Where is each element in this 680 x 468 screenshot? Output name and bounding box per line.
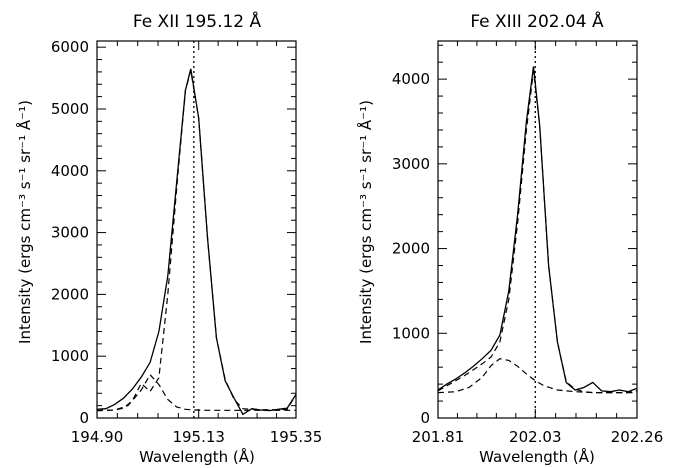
x-tick-label: 201.81	[412, 428, 465, 446]
series-line-1	[96, 68, 297, 416]
y-tick-label: 1000	[51, 347, 89, 365]
y-tick-label: 3000	[392, 155, 430, 173]
x-axis-label: Wavelength (Å)	[139, 447, 255, 466]
x-tick-label: 202.03	[509, 428, 562, 446]
y-tick-label: 0	[79, 409, 89, 427]
x-axis-label: Wavelength (Å)	[479, 447, 595, 466]
y-tick-label: 0	[420, 409, 430, 427]
series-line-2	[437, 70, 638, 394]
x-tick-label: 195.13	[172, 428, 225, 446]
y-axis-label: Intensity (ergs cm⁻³ s⁻¹ sr⁻¹ Å⁻¹)	[15, 100, 34, 344]
tick-labels: 201.81 202.03 202.26 0 1000 2000 3000 4000	[392, 70, 663, 446]
y-axis-label: Intensity (ergs cm⁻³ s⁻¹ sr⁻¹ Å⁻¹)	[356, 100, 375, 344]
plot-frame	[437, 40, 638, 419]
chart-panel-fe-xiii: Fe XIII 202.04 Å Wavelength (Å) Intensit…	[356, 10, 663, 466]
x-tick-label: 194.90	[71, 428, 124, 446]
series-line-3	[96, 373, 296, 412]
x-tick-label: 195.35	[270, 428, 323, 446]
y-tick-label: 6000	[51, 38, 89, 56]
y-tick-label: 4000	[392, 70, 430, 88]
chart-title: Fe XII 195.12 Å	[133, 10, 262, 32]
chart-panel-fe-xii: Fe XII 195.12 Å Wavelength (Å) Intensity…	[15, 10, 322, 466]
y-tick-label: 2000	[392, 240, 430, 258]
series-line-3	[437, 358, 637, 394]
y-tick-label: 2000	[51, 285, 89, 303]
plot-frame	[96, 40, 297, 419]
y-tick-label: 1000	[392, 324, 430, 342]
axis-ticks	[437, 41, 638, 419]
chart-title: Fe XIII 202.04 Å	[470, 10, 604, 32]
tick-labels: 194.90 195.13 195.35 0 1000 2000 3000 4000 5000 6…	[51, 38, 322, 446]
series-group	[437, 66, 638, 394]
y-tick-label: 4000	[51, 162, 89, 180]
x-tick-label: 202.26	[611, 428, 664, 446]
series-group	[96, 68, 297, 416]
series-line-2	[96, 70, 297, 412]
series-line-1	[437, 66, 638, 393]
axis-ticks	[96, 41, 297, 419]
y-tick-label: 3000	[51, 224, 89, 242]
y-tick-label: 5000	[51, 100, 89, 118]
